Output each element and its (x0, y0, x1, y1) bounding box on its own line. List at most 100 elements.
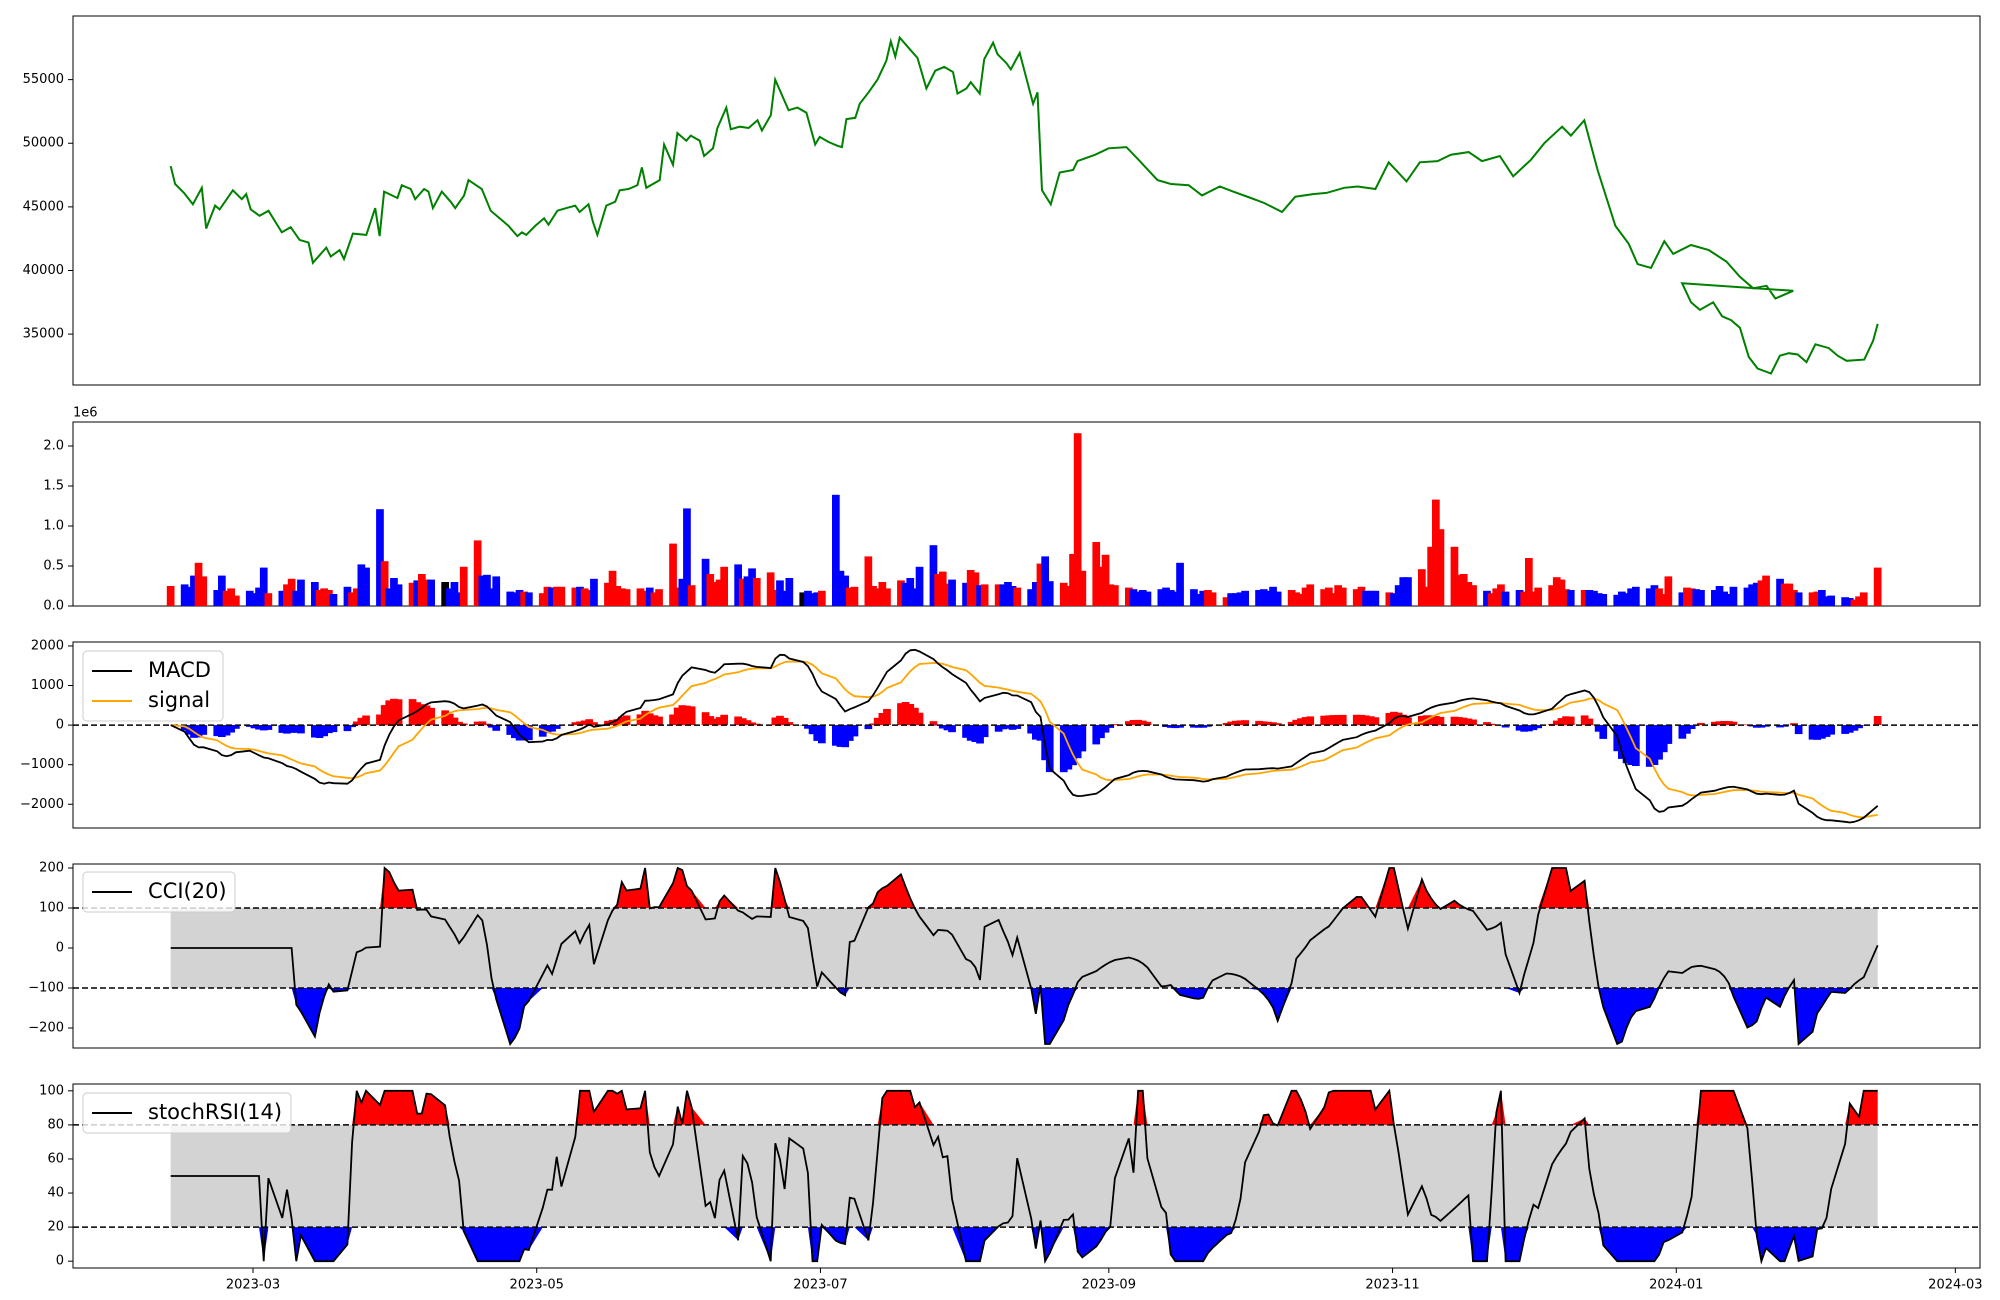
volume-bar (357, 564, 366, 606)
macd-hist-bar (1092, 725, 1101, 745)
macd-hist-bar (218, 725, 226, 737)
volume-bar (1827, 595, 1835, 606)
macd-hist-bar (473, 721, 482, 726)
macd-hist-bar (645, 713, 654, 726)
macd-hist-bar (929, 721, 938, 726)
macd-hist-bar (576, 721, 584, 726)
macd-hist-bar (1697, 722, 1705, 726)
volume-bar (585, 590, 594, 606)
macd-hist-bar (427, 707, 435, 726)
macd-hist-bar (976, 725, 984, 744)
volume-bar (1427, 546, 1435, 606)
stochrsi-y-tick-label: 60 (47, 1151, 64, 1166)
volume-bar (1599, 594, 1608, 606)
volume-bar (1269, 586, 1277, 606)
macd-hist-bar (673, 707, 682, 726)
macd-hist-bar (1845, 725, 1854, 733)
macd-hist-bar (352, 721, 361, 726)
macd-hist-bar (641, 710, 649, 726)
macd-hist-bar (1520, 725, 1528, 732)
macd-hist-bar (580, 720, 589, 726)
volume-bar (1548, 585, 1556, 606)
volume-bar (1501, 591, 1510, 606)
cci-axes-frame (72, 863, 1981, 1049)
macd-hist-bar (180, 725, 189, 731)
volume-bar (441, 582, 449, 606)
macd-hist-bar (357, 717, 366, 726)
macd-hist-bar (711, 718, 719, 726)
volume-bar (1455, 574, 1463, 606)
volume-bar (283, 584, 291, 606)
macd-hist-bar (1855, 725, 1863, 729)
macd-hist-bar (1725, 721, 1733, 726)
volume-bar (618, 588, 626, 606)
stochrsi-y-tick-label: 0 (56, 1254, 64, 1269)
volume-bar (841, 575, 849, 606)
stochrsi-overbought-fill (170, 1090, 1878, 1125)
price-y-tick-label: 45000 (23, 199, 64, 214)
volume-bar (1790, 590, 1798, 606)
macd-hist-bar (264, 725, 273, 730)
volume-bar (836, 570, 845, 606)
volume-bar (185, 586, 194, 606)
macd-hist-bar (376, 714, 384, 726)
price-y-tick-label: 55000 (23, 72, 64, 87)
volume-bar (1208, 592, 1217, 606)
volume-bar (808, 593, 817, 606)
volume-bar (1650, 585, 1659, 606)
legend-box (82, 650, 224, 722)
volume-bar (1190, 589, 1198, 606)
volume-bar (278, 590, 287, 606)
volume-bar (938, 571, 947, 606)
macd-hist-bar (1762, 725, 1770, 727)
volume-bar (1157, 589, 1166, 606)
macd-hist-bar (1813, 725, 1822, 740)
volume-bar (1404, 577, 1412, 606)
macd-hist-bar (1618, 725, 1626, 759)
macd-hist-bar (1525, 725, 1533, 732)
macd-hist-bar (999, 725, 1008, 730)
volume-bar (743, 576, 752, 606)
macd-hist-bar (1827, 725, 1835, 735)
volume-bar (711, 582, 719, 606)
macd-hist-bar (613, 719, 622, 726)
legend-label: signal (148, 688, 210, 712)
volume-bar (720, 566, 728, 606)
volume-bar (897, 580, 905, 606)
macd-hist-bar (422, 705, 431, 726)
volume-bar (799, 592, 808, 606)
volume-bar (604, 582, 612, 606)
volume-bar (641, 590, 649, 606)
volume-bar (780, 590, 789, 606)
volume-bar (1664, 576, 1673, 606)
macd-hist-bar (1385, 713, 1394, 726)
cci-oversold-fill (170, 988, 1878, 1044)
volume-bar (227, 588, 235, 606)
volume-bar (845, 587, 854, 606)
volume-bar (1143, 591, 1152, 606)
macd-hist-bar (255, 725, 263, 730)
volume-bar (1357, 586, 1366, 606)
x-tick-label: 2024-03 (1928, 1278, 1982, 1293)
macd-hist-bar (1199, 725, 1208, 728)
volume-bar (348, 592, 356, 606)
macd-hist-bar (390, 698, 398, 726)
macd-hist-bar (1659, 725, 1668, 753)
macd-hist-bar (283, 725, 291, 734)
volume-bar (1529, 591, 1538, 606)
volume-bar (980, 584, 989, 606)
price-y-tick-label: 35000 (23, 327, 64, 342)
macd-hist-bar (408, 699, 417, 726)
stochrsi-axes-frame (72, 1083, 1981, 1269)
macd-hist-bar (1552, 720, 1561, 726)
volume-bar (199, 576, 208, 606)
volume-bar (1715, 586, 1724, 606)
volume-bar (1385, 592, 1394, 606)
macd-hist-bar (1757, 725, 1766, 728)
volume-bar (1069, 554, 1077, 606)
macd-hist-bar (1436, 716, 1445, 726)
macd-hist-bar (571, 722, 580, 726)
macd-hist-bar (864, 725, 873, 730)
macd-hist-bar (804, 725, 812, 729)
volume-bar (1092, 542, 1101, 606)
